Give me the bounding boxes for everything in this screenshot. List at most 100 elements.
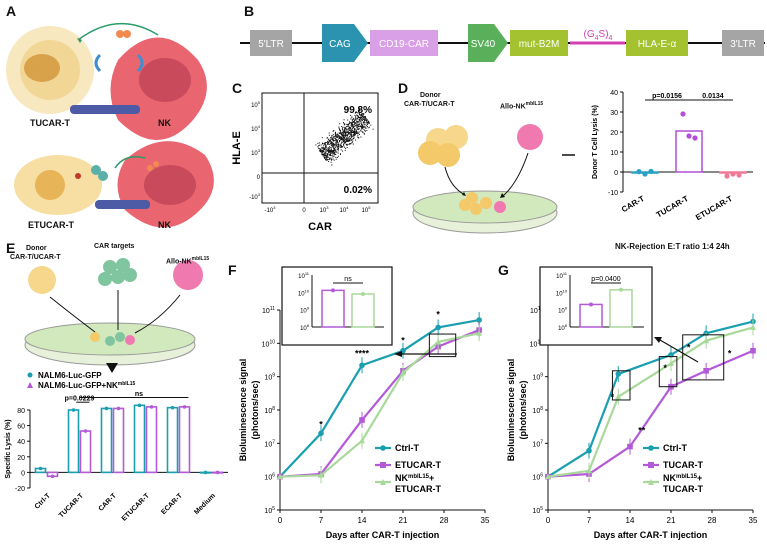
flow-q-bottom: 0.02% [344,185,372,196]
inset-ytick: 1011 [298,271,310,280]
line-xtick-label: 0 [278,516,283,525]
d-point [636,169,642,175]
line-star: * [319,419,323,429]
line-legend-label: NKmbIL15+ [395,473,434,483]
line-xtick-label: 0 [546,516,551,525]
line-marker [586,467,592,474]
line-series [279,329,480,478]
label-etucar-t: ETUCAR-T [28,220,74,230]
flow-ytick: 103 [251,148,261,157]
e-point [149,405,154,409]
line-legend-marker [380,445,386,451]
segment-mut-b2m-label: mut-B2M [519,39,560,50]
e-ytick-label: 40 [17,439,25,446]
flow-xtick: 105 [362,205,372,214]
line-legend-label: Ctrl-T [663,443,687,453]
line-legend-marker [380,479,386,485]
line-marker [400,369,406,376]
line-legend-marker [648,462,654,468]
line-marker [318,472,324,478]
e-bar [133,404,146,474]
line-xtick-label: 21 [399,516,408,525]
e-ytick-label: 80 [17,408,25,415]
e-bar [100,407,113,474]
panel-label-e: E [6,240,16,256]
flow-ytick: 105 [251,100,261,109]
line-legend-marker [648,445,654,451]
inset-point [619,287,623,292]
inset-point [331,288,335,293]
e-ylabel: Specific Lysis (%) [5,419,12,478]
line-marker [703,337,710,344]
line-series [279,332,480,478]
line-star: * [728,349,732,359]
line-marker [435,324,441,331]
flow-ytick: 104 [251,124,261,133]
panel-label-f: F [228,262,237,278]
line-zoom-box [682,334,725,381]
e-ytick-label: 60 [17,424,25,431]
line-xtick-label: 7 [319,516,324,525]
d-point [648,168,654,174]
line-xtick-label: 35 [481,516,490,525]
e-legend-label: NALM6-Luc-GFP [38,371,102,380]
line-ylabel: Bioluminescence signal [238,359,248,462]
d-point [730,171,736,177]
line-ytick-label: 105 [532,506,543,515]
e-category: Ctrl-T [34,492,53,511]
line-marker [750,324,756,330]
line-ytick-label: 1011 [262,306,275,315]
e-point [71,408,76,412]
e-ytick-label: -20 [15,486,25,493]
e-category: Medium [193,492,217,516]
line-legend-label: TUCAR-T [663,460,703,470]
line-series [547,320,754,478]
d-ytick-label: -10 [608,190,618,197]
segment-3ltr-box [722,30,764,56]
line-star: * [401,335,405,345]
panel-d-bar-chart: -10 0 10 20 30 40 Donor T Cell Lysis (%) CAR-T T… [592,90,753,222]
d-category: ETUCAR-T [694,194,734,222]
segment-cag-label: CAG [329,39,351,50]
e-point [203,470,208,475]
panel-e-schematic [24,258,203,373]
flow-xtick: 103 [320,205,330,214]
line-ytick-label: 106 [264,473,275,482]
e-point [182,405,187,409]
inset-connector-head [654,337,662,343]
d-point [642,171,648,177]
line-marker [615,371,622,377]
line-star: **** [355,349,370,359]
line-legend-label2: ETUCAR-T [395,484,441,494]
line-ytick-label: 1010 [262,339,276,348]
d-ytick-label: 20 [610,130,618,137]
line-ytick-label: 107 [532,439,543,448]
line-ylabel2: (photons/sec) [250,380,260,439]
inset-annotation: p=0.0400 [591,276,620,283]
segment-5ltr-label: 5'LTR [258,39,284,50]
line-marker [476,317,482,323]
line-marker [627,443,633,450]
e-point [215,470,220,475]
line-ytick-label: 108 [264,406,275,415]
e-bar [178,406,191,474]
line-ytick-label: 109 [532,373,543,382]
segment-mut-b2m-box [510,30,568,56]
inset-ytick: 1011 [556,271,568,280]
e-bar [67,409,80,474]
e-category: ETUCAR-T [121,492,152,523]
panel-label-d: D [398,80,409,96]
line-star: * [663,363,667,373]
e-legend-marker [27,382,33,388]
label-nk-bottom: NK [158,220,171,230]
line-marker [476,330,483,336]
e-category: TUCAR-T [58,492,85,519]
panel-label-c: C [232,80,243,96]
line-xtick-label: 7 [587,516,592,525]
line-marker [586,447,592,454]
e-point [170,405,175,410]
flow-ytick: -103 [249,192,261,201]
e-ytick-label: 0 [21,470,25,477]
line-series [547,326,754,478]
e-point [50,474,55,479]
